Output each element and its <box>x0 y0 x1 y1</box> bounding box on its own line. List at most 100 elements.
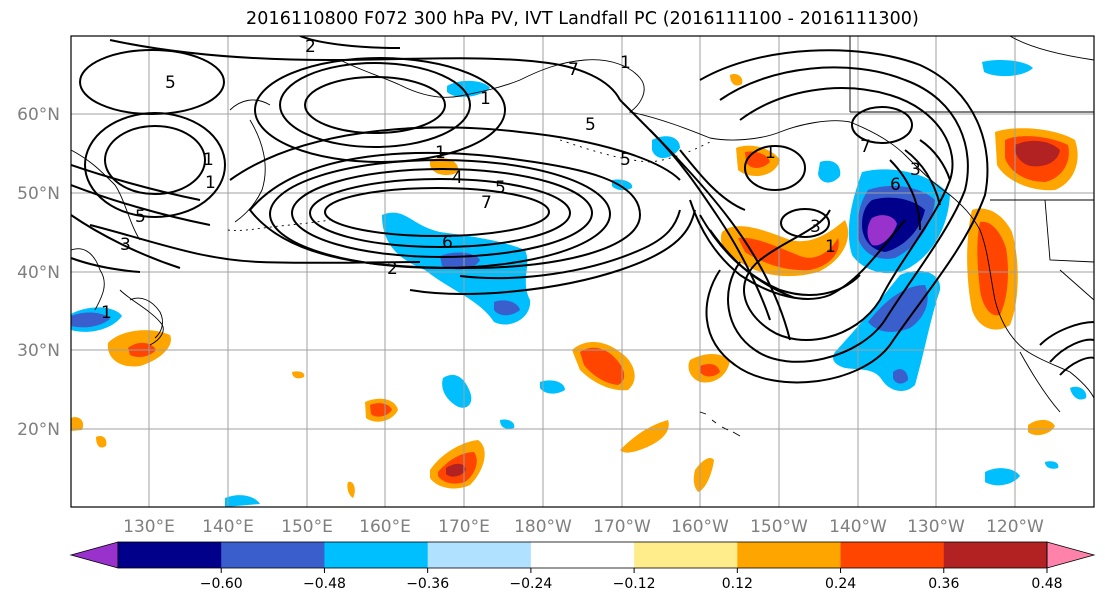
pv-contour <box>719 66 969 363</box>
anomaly-positive-region <box>738 237 839 271</box>
contour-label: 7 <box>568 60 579 80</box>
colorbar-segment <box>221 542 325 568</box>
lon-label-130e: 130°E <box>123 517 175 537</box>
anomaly-positive-region <box>446 463 466 477</box>
contour-label: 2 <box>387 259 398 279</box>
pv-contour <box>309 178 571 248</box>
colorbar-segment <box>840 542 945 568</box>
colorbar-tick-label: −0.24 <box>509 576 552 592</box>
anomaly-positive-region <box>430 158 459 176</box>
anomaly-negative-region <box>985 468 1020 486</box>
colorbar-ticks: −0.60 −0.48 −0.36 −0.24 −0.12 0.12 0.24 0.36 0.4… <box>200 568 1063 592</box>
lon-label-160w: 160°W <box>671 517 729 537</box>
pv-contour <box>889 159 921 231</box>
lat-label-40n: 40°N <box>17 263 60 283</box>
lat-label-30n: 30°N <box>17 341 60 361</box>
colorbar-segment <box>530 542 635 568</box>
contour-label: 1 <box>101 303 112 323</box>
anomaly-positive-region <box>700 364 720 377</box>
pv-contour <box>1039 321 1094 346</box>
colorbar-tick-label: 0.12 <box>722 576 753 592</box>
anomaly-negative-region <box>893 369 908 384</box>
pv-contour <box>699 49 989 384</box>
pv-contour <box>71 184 211 226</box>
lat-label-60n: 60°N <box>17 105 60 125</box>
pv-contours <box>71 36 1094 384</box>
colorbar-tick-label: −0.36 <box>406 576 449 592</box>
anomaly-positive-region <box>620 420 669 453</box>
colorbar-frame <box>117 541 1048 569</box>
anomaly-positive-region <box>71 417 84 431</box>
pv-contour <box>780 208 830 238</box>
pv-contour <box>299 36 401 49</box>
contour-label: 3 <box>810 217 821 237</box>
colorbar-tick-label: 0.48 <box>1031 576 1062 592</box>
pv-contour <box>1049 338 1094 363</box>
lat-label-20n: 20°N <box>17 420 60 440</box>
contour-label: 6 <box>890 175 901 195</box>
pv-contour <box>649 129 771 321</box>
pv-contour <box>71 214 181 269</box>
colorbar-segment <box>943 542 1048 568</box>
contour-label: 1 <box>765 143 776 163</box>
lon-label-140w: 140°W <box>829 517 887 537</box>
pv-contour <box>744 145 806 191</box>
pv-contour <box>679 149 746 211</box>
anomaly-negative-region <box>867 215 897 246</box>
contour-label: 7 <box>860 137 871 157</box>
contour-label: 5 <box>620 150 631 170</box>
pv-contour <box>89 126 681 264</box>
pv-contour <box>71 164 201 201</box>
contour-label: 1 <box>480 89 491 109</box>
anomaly-negative-region <box>540 380 565 394</box>
lon-label-150e: 150°E <box>281 517 333 537</box>
contour-label: 3 <box>120 235 131 255</box>
colorbar-segment <box>118 542 222 568</box>
longitude-labels: 130°E 140°E 150°E 160°E 170°E 180°W 170°… <box>123 517 1044 537</box>
lon-label-130w: 130°W <box>907 517 965 537</box>
anomaly-negative-region <box>1045 461 1059 469</box>
lat-label-50n: 50°N <box>17 184 60 204</box>
colorbar-segments <box>118 542 1048 568</box>
colorbar-segment <box>634 542 738 568</box>
pv-contour <box>619 99 791 341</box>
anomaly-positive-region <box>693 458 714 492</box>
kamchatka-coast <box>229 99 271 223</box>
anomaly-positive-region <box>370 403 392 417</box>
colorbar-tick-label: 0.36 <box>928 576 959 592</box>
baja-coast <box>1019 351 1061 413</box>
map-title: 2016110800 F072 300 hPa PV, IVT Landfall… <box>246 9 919 29</box>
graticule <box>71 36 1094 507</box>
anomaly-negative-region <box>868 285 928 332</box>
pv-contour <box>1059 356 1094 376</box>
lon-label-140e: 140°E <box>202 517 254 537</box>
siberia-coast <box>339 59 521 98</box>
colorbar-tick-label: −0.60 <box>200 576 243 592</box>
map-frame <box>70 35 1095 508</box>
contour-label: 7 <box>481 193 492 213</box>
pv-contour <box>109 39 621 101</box>
anomaly-negative-region <box>1070 386 1087 400</box>
latitude-labels: 60°N 50°N 40°N 30°N 20°N <box>17 105 60 440</box>
contour-label: 1 <box>620 53 631 73</box>
lon-label-170e: 170°E <box>438 517 490 537</box>
anomaly-positive-region <box>730 74 743 86</box>
contour-label: 5 <box>495 178 506 198</box>
anomaly-positive-region <box>96 436 107 448</box>
colorbar-tick-label: −0.12 <box>613 576 656 592</box>
contour-label: 1 <box>203 150 214 170</box>
colorbar-tick-label: −0.48 <box>303 576 346 592</box>
colorbar-tick-label: 0.24 <box>825 576 856 592</box>
colorbar-segment <box>427 542 532 568</box>
colorbar-extend-high <box>1046 541 1096 569</box>
anomaly-positive-region <box>292 371 305 379</box>
anomaly-positive-region <box>1014 140 1060 167</box>
contour-label: 4 <box>452 168 463 188</box>
pv-contour <box>919 139 951 181</box>
lon-label-170w: 170°W <box>593 517 651 537</box>
anomaly-positive-region <box>580 347 625 385</box>
anomaly-negative-region <box>500 419 515 429</box>
pv-contour <box>459 209 681 280</box>
anomaly-negative-region <box>71 312 110 328</box>
